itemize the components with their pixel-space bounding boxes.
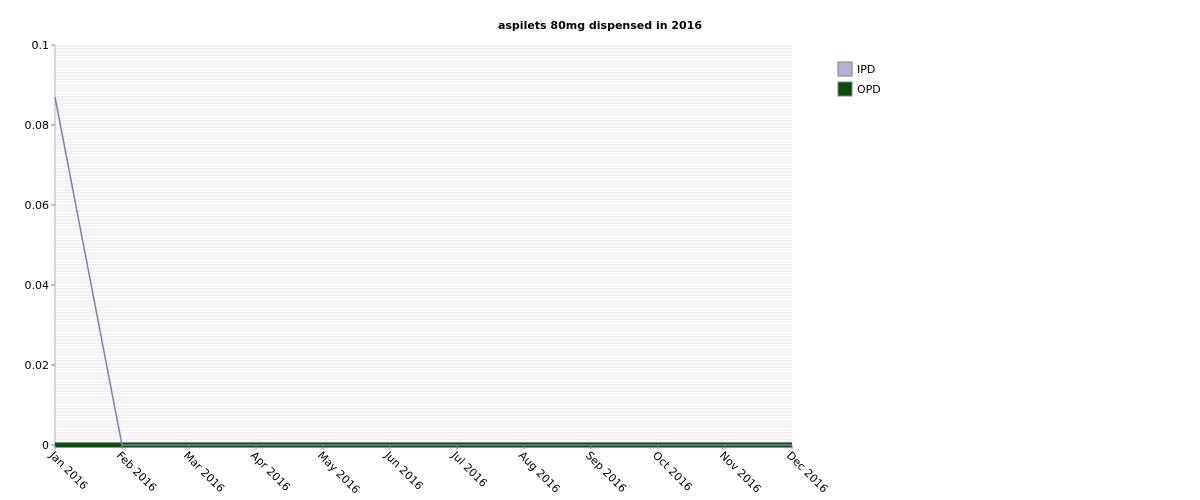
y-axis-ticks: 0 0.02 0.04 0.06 0.08 0.1 xyxy=(25,39,55,452)
x-tick-label: Jan 2016 xyxy=(46,448,90,492)
chart-title: aspilets 80mg dispensed in 2016 xyxy=(498,19,702,32)
x-tick-label: Apr 2016 xyxy=(248,449,293,494)
series-line-ipd xyxy=(54,96,792,446)
series-lines xyxy=(54,96,792,448)
x-tick-label: Mar 2016 xyxy=(181,449,227,495)
legend-swatch-ipd xyxy=(837,61,853,77)
y-tick-label: 0 xyxy=(42,439,49,452)
x-tick-label: Nov 2016 xyxy=(717,449,764,496)
x-tick-label: Jun 2016 xyxy=(381,448,425,492)
x-axis-ticks: Jan 2016 Feb 2016 Mar 2016 Apr 2016 May 2016… xyxy=(46,445,830,496)
y-tick-label: 0.04 xyxy=(25,279,50,292)
legend: IPD OPD xyxy=(837,61,881,97)
x-tick-label: Oct 2016 xyxy=(650,449,695,494)
x-tick-label: Dec 2016 xyxy=(784,449,831,496)
x-tick-label: Jul 2016 xyxy=(448,448,490,490)
y-tick-label: 0.1 xyxy=(32,39,50,52)
x-tick-label: Aug 2016 xyxy=(516,449,563,496)
x-tick-label: Feb 2016 xyxy=(114,449,159,494)
legend-label-ipd: IPD xyxy=(857,63,875,76)
x-tick-label: May 2016 xyxy=(315,449,363,497)
legend-swatch-opd xyxy=(837,81,853,97)
legend-label-opd: OPD xyxy=(857,83,881,96)
y-tick-label: 0.02 xyxy=(25,359,50,372)
x-tick-label: Sep 2016 xyxy=(583,449,629,495)
y-tick-label: 0.08 xyxy=(25,119,50,132)
y-tick-label: 0.06 xyxy=(25,199,50,212)
grid-lines xyxy=(55,45,792,443)
